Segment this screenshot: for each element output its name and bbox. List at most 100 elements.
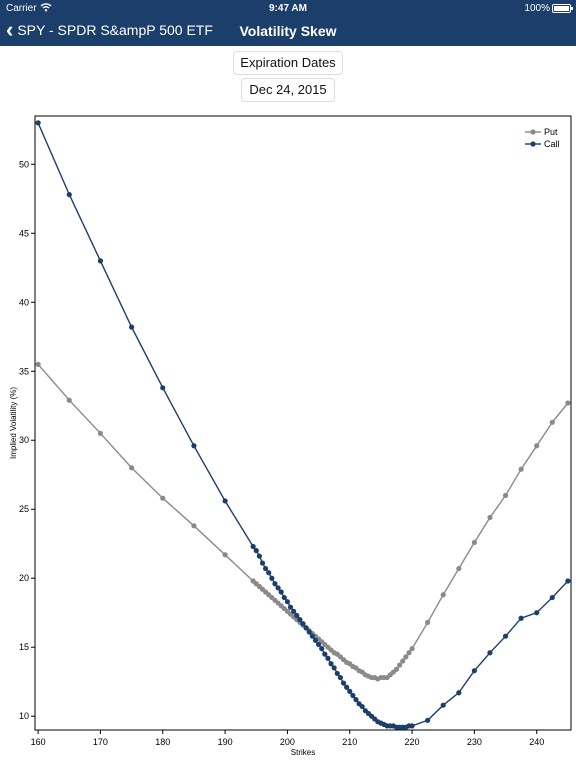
- data-point-call: [287, 604, 294, 610]
- data-point-put: [191, 523, 197, 529]
- data-point-put: [403, 654, 409, 660]
- data-point-call: [487, 650, 493, 656]
- top-bar: Carrier 9:47 AM 100% ‹ SPY - SPDR S&ampP…: [0, 0, 576, 46]
- wifi-icon: [40, 2, 52, 15]
- data-point-call: [409, 723, 415, 729]
- y-tick-label: 25: [19, 504, 29, 514]
- data-point-call: [312, 637, 319, 643]
- data-point-call: [97, 258, 104, 264]
- status-time: 9:47 AM: [269, 3, 307, 14]
- y-tick-label: 10: [19, 711, 29, 721]
- volatility-skew-chart: 160 170 180 190 200 210 220 230 240 10 15 20 25 30 35 4…: [9, 115, 572, 757]
- data-point-put: [534, 443, 540, 449]
- data-point-call: [222, 498, 228, 504]
- data-point-put: [397, 662, 403, 668]
- data-point-call: [281, 594, 287, 601]
- x-tick-label: 210: [342, 737, 357, 747]
- x-tick-label: 190: [218, 737, 233, 747]
- data-point-call: [272, 581, 278, 587]
- data-point-call: [337, 674, 343, 681]
- y-tick-label: 15: [19, 642, 29, 652]
- data-point-put: [66, 397, 72, 403]
- data-point-put: [97, 430, 104, 436]
- data-point-call: [263, 565, 269, 572]
- data-point-call: [284, 599, 291, 605]
- data-point-call: [344, 684, 350, 690]
- x-tick-label: 220: [405, 737, 420, 747]
- data-point-call: [250, 543, 256, 550]
- x-axis-label: Strikes: [291, 748, 315, 757]
- data-point-call: [315, 641, 322, 648]
- data-point-call: [266, 570, 272, 576]
- data-point-put: [406, 650, 412, 656]
- x-tick-label: 160: [31, 737, 46, 747]
- data-point-put: [549, 419, 555, 425]
- legend-swatch-marker: [530, 129, 536, 135]
- battery-icon: [552, 4, 573, 13]
- expiration-date-selector[interactable]: Dec 24, 2015: [241, 78, 335, 102]
- data-point-call: [300, 621, 306, 627]
- data-point-call: [303, 625, 309, 631]
- expiration-dates-button[interactable]: Expiration Dates: [233, 51, 343, 75]
- navigation-bar: ‹ SPY - SPDR S&ampP 500 ETF Volatility S…: [0, 16, 576, 46]
- x-tick-label: 170: [93, 737, 108, 747]
- data-point-call: [353, 697, 359, 703]
- data-point-put: [400, 658, 406, 664]
- data-point-call: [160, 385, 166, 391]
- y-tick-label: 40: [19, 297, 29, 307]
- data-point-call: [259, 560, 266, 566]
- y-tick-label: 35: [19, 366, 29, 376]
- data-point-call: [456, 690, 462, 696]
- legend-label-put: Put: [544, 127, 558, 137]
- data-point-call: [334, 670, 340, 677]
- status-bar: Carrier 9:47 AM 100%: [0, 0, 576, 16]
- data-point-call: [359, 703, 365, 710]
- data-point-call: [309, 633, 315, 639]
- data-point-put: [222, 552, 228, 558]
- data-point-call: [306, 629, 312, 635]
- data-point-call: [340, 680, 347, 686]
- series-line-call: [37, 122, 569, 728]
- data-point-call: [256, 553, 262, 559]
- y-tick-label: 20: [19, 573, 29, 583]
- data-point-call: [319, 645, 325, 652]
- data-point-put: [425, 619, 431, 625]
- data-point-call: [331, 665, 337, 671]
- legend-swatch-marker: [530, 141, 536, 147]
- x-tick-label: 200: [280, 737, 295, 747]
- data-point-call: [322, 651, 328, 657]
- data-point-put: [393, 666, 400, 672]
- data-point-call: [278, 589, 284, 595]
- data-point-call: [549, 594, 555, 601]
- data-point-call: [534, 610, 540, 616]
- data-point-call: [328, 661, 334, 667]
- y-tick-label: 30: [19, 435, 29, 445]
- data-point-call: [275, 585, 281, 591]
- data-point-call: [66, 192, 72, 198]
- battery-percent: 100%: [524, 3, 550, 14]
- x-tick-label: 230: [467, 737, 482, 747]
- data-point-call: [347, 688, 353, 694]
- data-point-put: [160, 495, 166, 501]
- data-point-put: [409, 645, 415, 652]
- data-point-call: [325, 655, 331, 661]
- data-point-call: [129, 324, 135, 330]
- data-point-put: [487, 514, 493, 521]
- data-point-call: [269, 575, 275, 581]
- data-point-call: [294, 612, 300, 619]
- data-point-call: [471, 668, 477, 674]
- data-point-call: [291, 608, 297, 614]
- data-point-call: [350, 692, 356, 699]
- back-button[interactable]: ‹ SPY - SPDR S&ampP 500 ETF: [6, 17, 213, 42]
- chevron-left-icon: ‹: [6, 17, 14, 42]
- data-point-put: [502, 492, 509, 499]
- carrier-label: Carrier: [6, 3, 37, 14]
- data-point-put: [471, 539, 477, 545]
- data-point-put: [518, 466, 524, 472]
- y-tick-label: 50: [19, 159, 29, 169]
- back-button-label: SPY - SPDR S&ampP 500 ETF: [17, 22, 213, 38]
- data-point-call: [565, 578, 571, 584]
- data-point-call: [502, 633, 509, 639]
- y-tick-label: 45: [19, 228, 29, 238]
- data-point-call: [35, 120, 41, 126]
